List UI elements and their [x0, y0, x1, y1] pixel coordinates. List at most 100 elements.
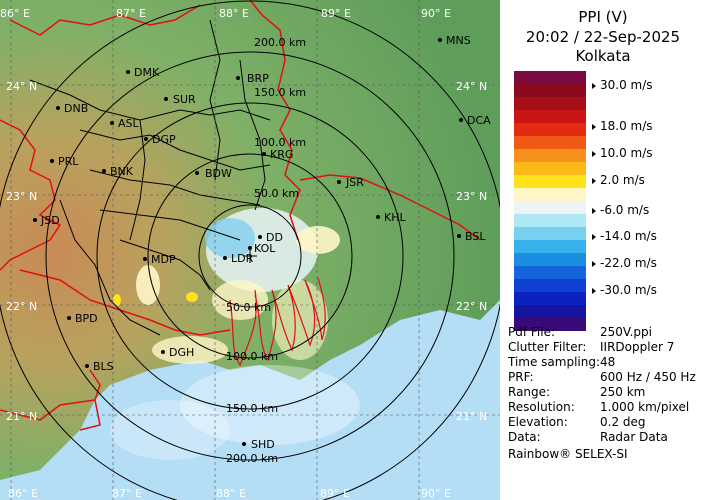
- longitude-label: 89° E: [321, 7, 351, 20]
- city-label: BRP: [247, 72, 269, 85]
- latitude-label: 24° N: [456, 80, 487, 93]
- legend-label: -22.0 m/s: [592, 256, 657, 270]
- meta-row: PRF: 600 Hz / 450 Hz: [508, 370, 696, 384]
- longitude-label: 90° E: [421, 7, 451, 20]
- city-label: KHL: [384, 211, 406, 224]
- legend-swatch: [514, 71, 586, 84]
- legend-swatch: [514, 253, 586, 266]
- legend-label: 10.0 m/s: [592, 146, 653, 160]
- meta-row: Time sampling:48: [508, 355, 616, 369]
- latitude-label: 22° N: [456, 300, 487, 313]
- station-label: Kolkata: [575, 47, 631, 65]
- radar-echo: [296, 226, 340, 254]
- radar-echo: [110, 400, 230, 460]
- range-label: 150.0 km: [254, 86, 306, 99]
- city-label: SUR: [173, 93, 196, 106]
- legend-swatch: [514, 136, 586, 149]
- longitude-label: 88° E: [219, 7, 249, 20]
- legend-swatch: [514, 123, 586, 136]
- city-markers: MNS DMK BRP DNB SUR ASL DGP DCA PRL BNK …: [33, 34, 491, 451]
- longitude-label: 89° E: [320, 487, 350, 500]
- range-label: 100.0 km: [226, 350, 278, 363]
- legend-swatch: [514, 279, 586, 292]
- radar-echo: [212, 280, 268, 320]
- radar-echo: [152, 336, 228, 364]
- radar-echo: [113, 294, 121, 306]
- radar-map: 50.0 km 100.0 km 150.0 km 200.0 km 150.0…: [0, 0, 500, 500]
- legend-swatch: [514, 240, 586, 253]
- latitude-label: 24° N: [6, 80, 37, 93]
- city-label: KRG: [270, 148, 293, 161]
- product-title: PPI (V): [578, 8, 628, 26]
- radar-center: [243, 249, 257, 263]
- latitude-label: 21° N: [456, 410, 487, 423]
- radar-echo: [180, 365, 360, 445]
- radar-echo: [136, 265, 160, 305]
- city-label: BNK: [110, 165, 134, 178]
- city-label: JSD: [40, 214, 60, 227]
- longitude-label: 86° E: [8, 487, 38, 500]
- legend-swatch: [514, 201, 586, 214]
- legend-swatch: [514, 305, 586, 318]
- legend-label: 18.0 m/s: [592, 119, 653, 133]
- city-label: DGP: [152, 133, 176, 146]
- meta-row: Range: 250 km: [508, 385, 646, 399]
- meta-row: Elevation: 0.2 deg: [508, 415, 646, 429]
- legend-swatch: [514, 214, 586, 227]
- city-label: LDR: [231, 252, 254, 265]
- legend-swatch: [514, 266, 586, 279]
- latitude-label: 23° N: [456, 190, 487, 203]
- city-label: PRL: [58, 155, 79, 168]
- legend-swatch: [514, 110, 586, 123]
- legend-swatch: [514, 175, 586, 188]
- longitude-label: 86° E: [0, 7, 30, 20]
- legend-label: 2.0 m/s: [592, 173, 645, 187]
- radar-echo: [205, 218, 255, 258]
- legend-swatch: [514, 188, 586, 201]
- city-label: MNS: [446, 34, 471, 47]
- city-label: DD: [266, 231, 283, 244]
- city-label: DNB: [64, 102, 88, 115]
- border-lines: [0, 0, 481, 431]
- river-delta: [229, 277, 326, 367]
- meta-row: Clutter Filter: IIRDoppler 7: [508, 340, 675, 354]
- longitude-label: 90° E: [421, 487, 451, 500]
- range-rings: [0, 0, 500, 500]
- info-panel: PPI (V) 20:02 / 22-Sep-2025 Kolkata 30.0…: [500, 0, 706, 500]
- legend-swatch: [514, 292, 586, 305]
- sea-area: [0, 300, 500, 500]
- legend-label: -30.0 m/s: [592, 283, 657, 297]
- city-label: BSL: [465, 230, 486, 243]
- footer-credit: Rainbow® SELEX-SI: [508, 447, 628, 461]
- legend-label: -14.0 m/s: [592, 229, 657, 243]
- legend-swatch: [514, 84, 586, 97]
- legend-label: 30.0 m/s: [592, 78, 653, 92]
- city-label: DGH: [169, 346, 194, 359]
- latitude-label: 21° N: [6, 410, 37, 423]
- meta-row: Resolution: 1.000 km/pixel: [508, 400, 690, 414]
- range-label: 50.0 km: [254, 187, 299, 200]
- meta-row: Pdf File: 250V.ppi: [508, 325, 652, 339]
- legend-swatch: [514, 162, 586, 175]
- meta-row: Data: Radar Data: [508, 430, 668, 444]
- district-lines: [29, 19, 271, 336]
- longitude-label: 87° E: [116, 7, 146, 20]
- city-label: MDP: [151, 253, 176, 266]
- radar-echo: [186, 292, 198, 302]
- latitude-label: 22° N: [6, 300, 37, 313]
- radar-echo: [272, 280, 328, 360]
- legend-swatch: [514, 149, 586, 162]
- city-label: DCA: [467, 114, 491, 127]
- city-label: SHD: [251, 438, 275, 451]
- range-label: 150.0 km: [226, 402, 278, 415]
- city-label: ASL: [118, 117, 140, 130]
- legend-swatch: [514, 318, 586, 331]
- longitude-label: 88° E: [216, 487, 246, 500]
- legend-colorbar: [514, 71, 586, 331]
- range-label: 200.0 km: [226, 452, 278, 465]
- longitude-label: 87° E: [112, 487, 142, 500]
- range-label: 100.0 km: [254, 136, 306, 149]
- city-label: JSR: [345, 176, 364, 189]
- graticule: [0, 0, 500, 500]
- datetime-label: 20:02 / 22-Sep-2025: [525, 28, 681, 46]
